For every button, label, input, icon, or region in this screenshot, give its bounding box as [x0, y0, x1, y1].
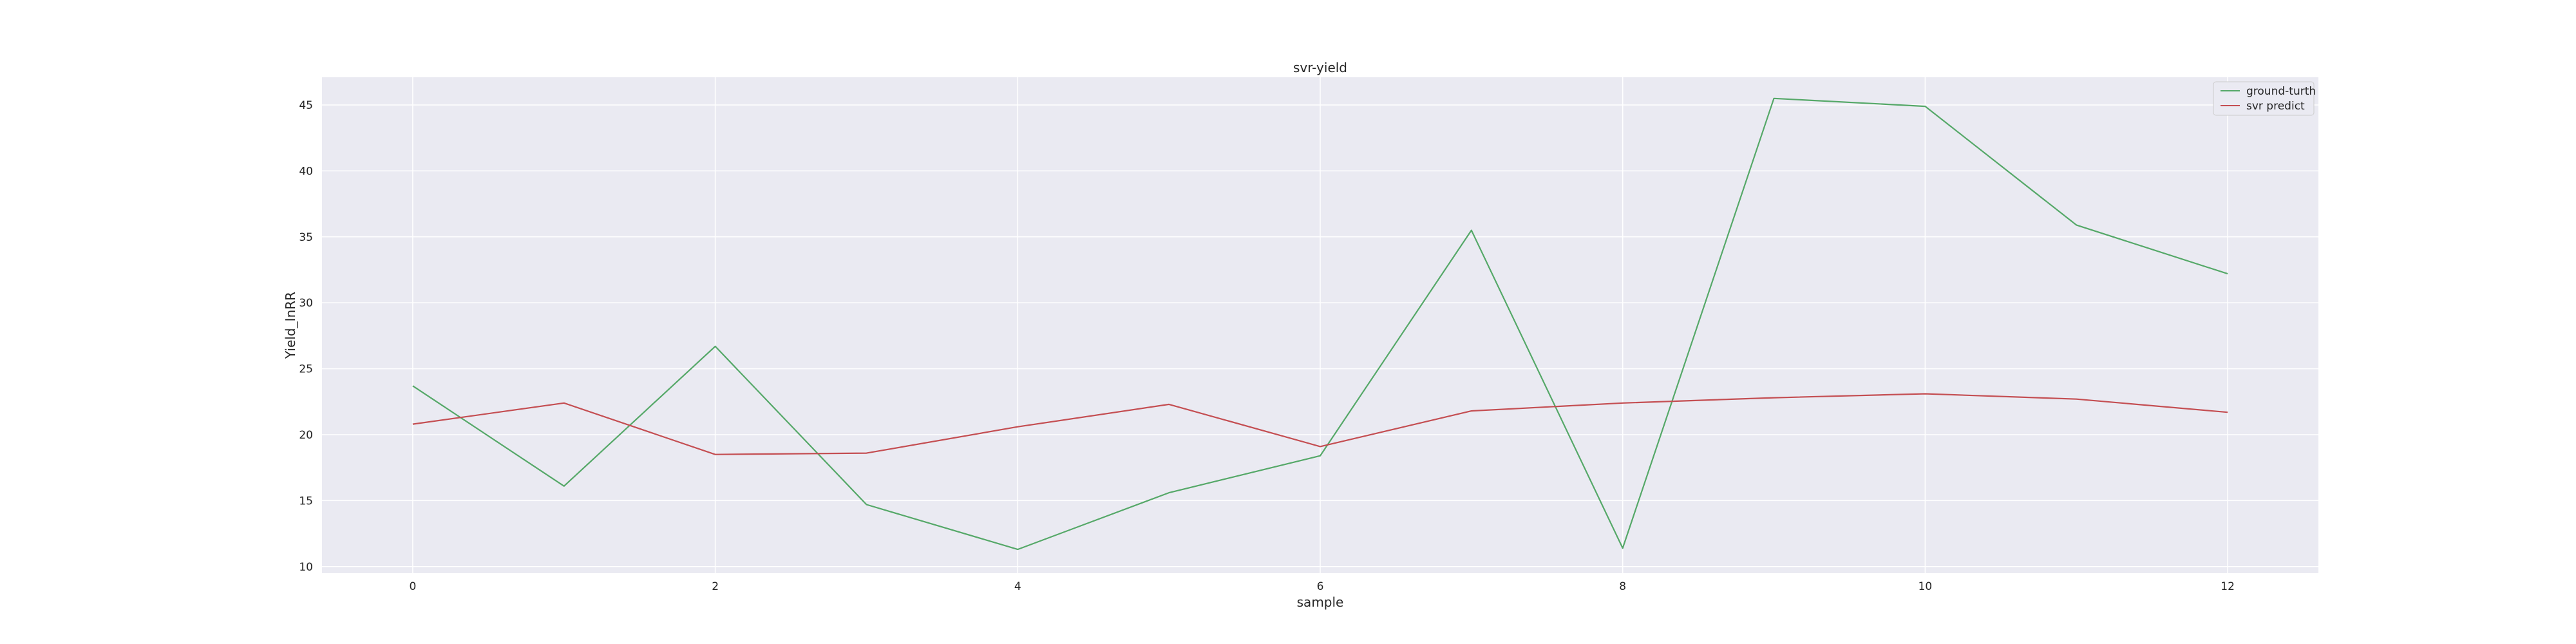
- grid: [322, 77, 2318, 573]
- legend-label-svr-predict: svr predict: [2246, 100, 2305, 113]
- x-tick-label: 4: [1014, 580, 1021, 593]
- y-tick-labels: 10 15 20 25 30 35 40 45: [299, 99, 313, 574]
- y-tick-label: 35: [299, 231, 313, 244]
- y-tick-label: 15: [299, 495, 313, 507]
- chart-title: svr-yield: [1293, 60, 1347, 75]
- y-tick-label: 45: [299, 99, 313, 112]
- series-line-ground-turth: [412, 97, 2228, 551]
- legend-label-ground-turth: ground-turth: [2246, 85, 2316, 98]
- x-tick-label: 6: [1317, 580, 1324, 593]
- y-axis-label: Yield_InRR: [283, 292, 298, 359]
- x-tick-label: 12: [2221, 580, 2235, 593]
- x-tick-label: 10: [1918, 580, 1933, 593]
- series-line-svr-predict: [412, 393, 2228, 455]
- series-layer: [412, 97, 2228, 551]
- y-tick-label: 20: [299, 429, 313, 442]
- x-tick-labels: 0 2 4 6 8 10 12: [409, 580, 2234, 593]
- y-tick-label: 10: [299, 561, 313, 574]
- y-tick-label: 30: [299, 297, 313, 310]
- legend: ground-turth svr predict: [2213, 81, 2316, 116]
- x-tick-label: 8: [1619, 580, 1626, 593]
- x-axis-label: sample: [1297, 594, 1344, 610]
- y-tick-label: 40: [299, 165, 313, 178]
- x-tick-label: 0: [409, 580, 416, 593]
- x-tick-label: 2: [712, 580, 719, 593]
- y-tick-label: 25: [299, 363, 313, 376]
